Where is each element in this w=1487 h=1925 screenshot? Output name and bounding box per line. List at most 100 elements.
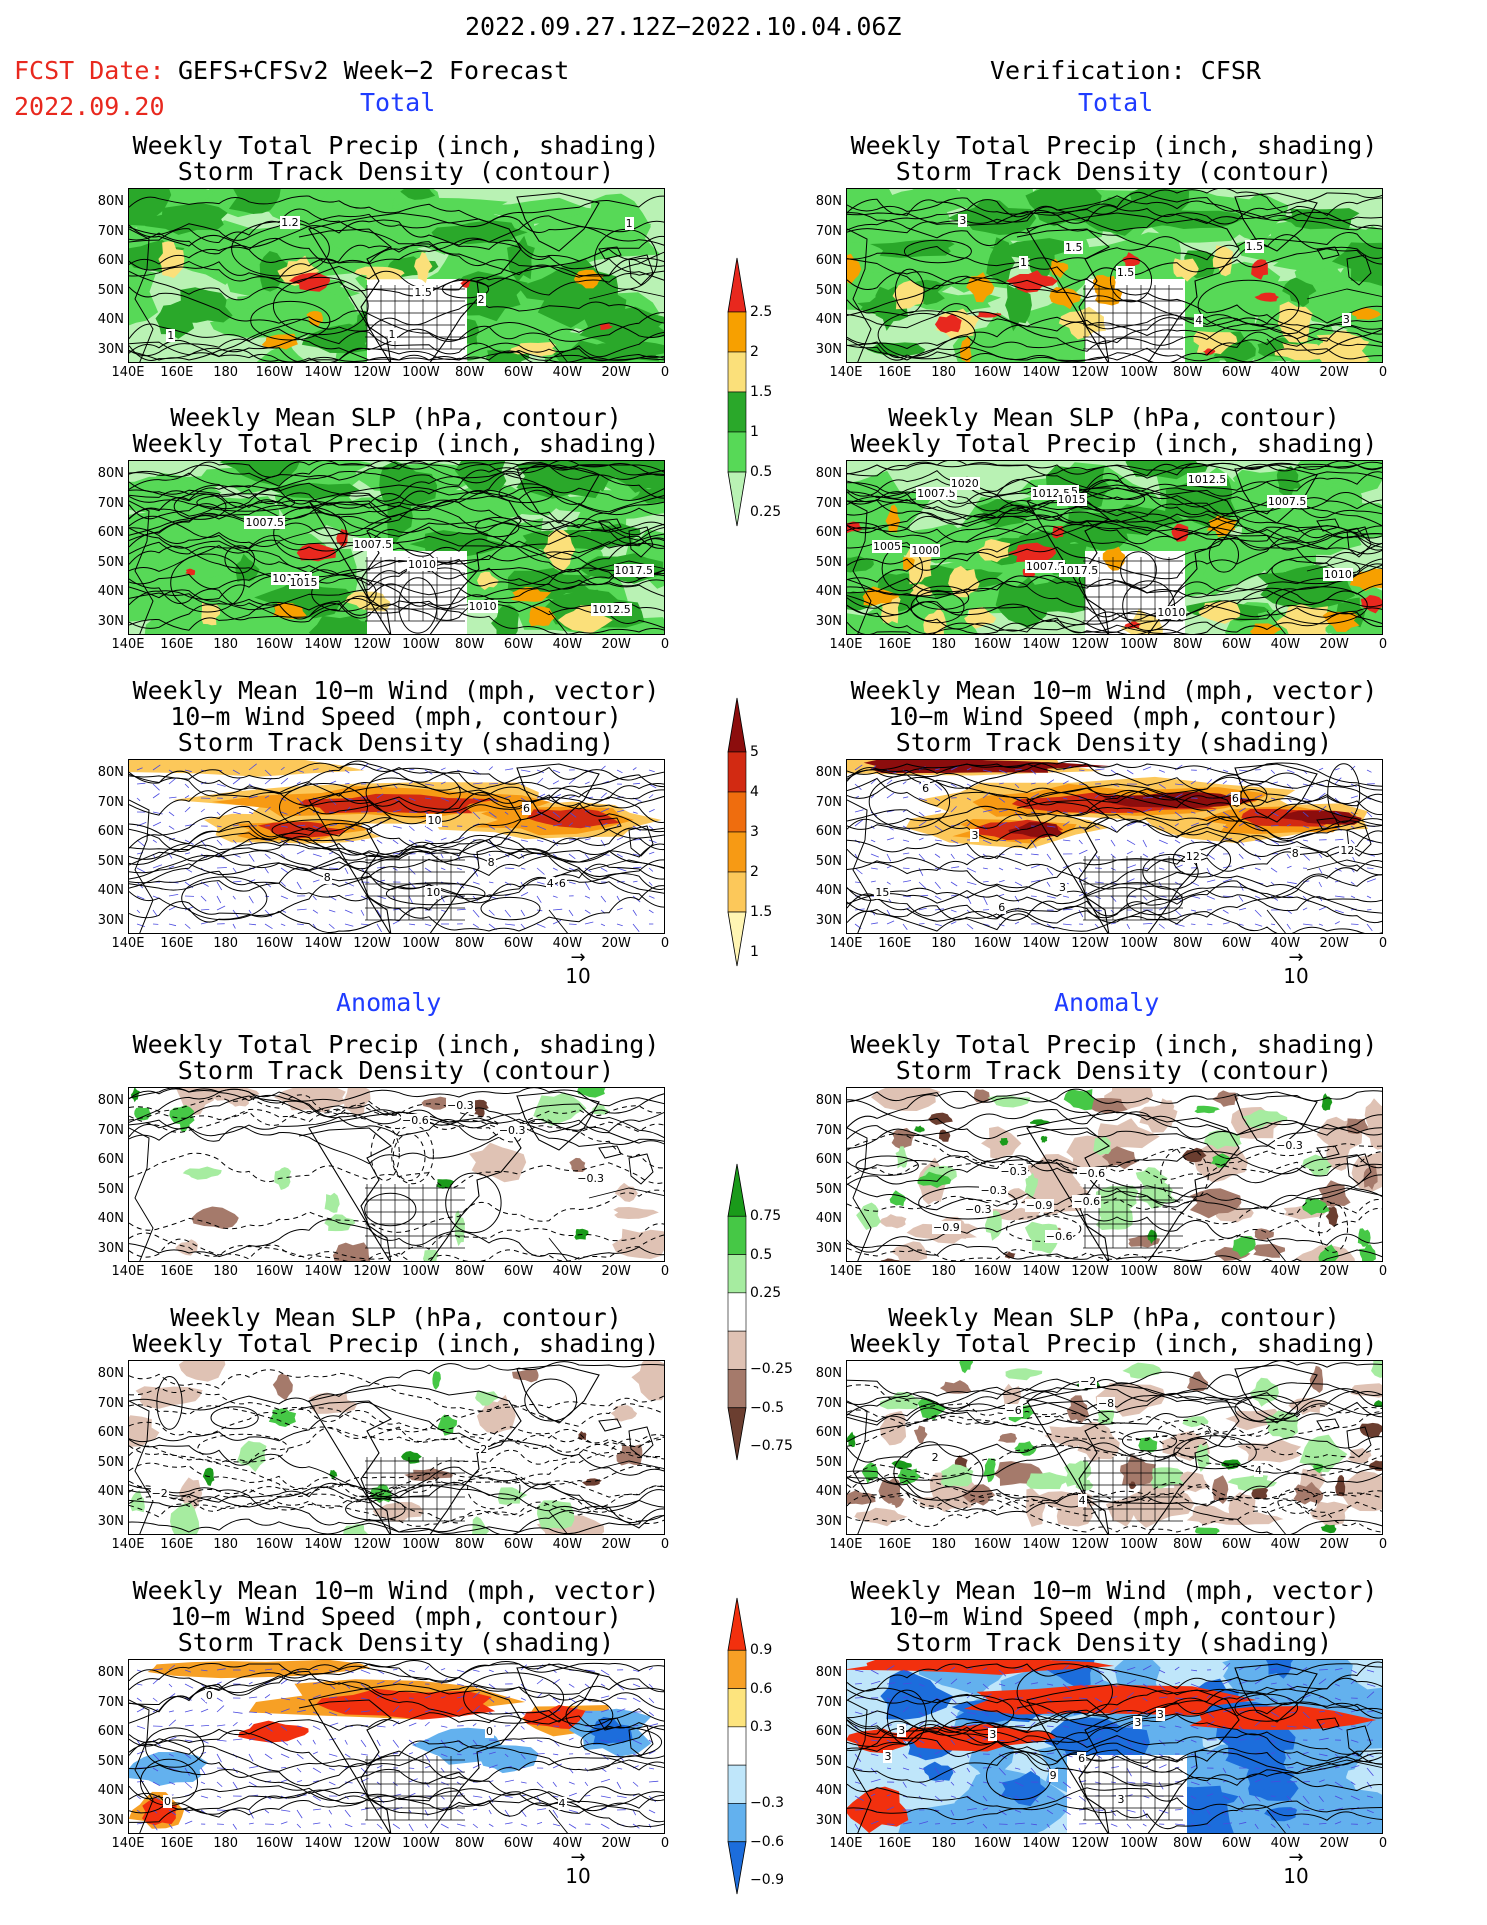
colorbar-label: 0.5 xyxy=(750,1246,773,1263)
lat-label: 40N xyxy=(97,312,124,327)
lat-label: 50N xyxy=(815,282,842,298)
verification-slp-map: 1007.510101007.51002.510001012.510101012… xyxy=(846,460,1383,635)
vector-reference-value: 10 xyxy=(565,1864,591,1888)
verification-precip-map: 3 1.5 4 1 1.5 1.5 3 xyxy=(846,188,1383,363)
lat-label: 40N xyxy=(815,1211,842,1226)
lon-label: 60W xyxy=(1221,637,1252,652)
contour-label: 4 xyxy=(557,1797,567,1811)
lat-label: 30N xyxy=(815,613,842,629)
lon-label: 160E xyxy=(878,1537,912,1552)
lon-label: 120W xyxy=(353,1264,391,1279)
colorbar-label: 3 xyxy=(750,824,759,840)
lon-label: 160E xyxy=(160,1836,194,1851)
contour-label: 1007.5 xyxy=(1266,495,1308,509)
lon-label: 140E xyxy=(111,637,145,652)
lon-label: 40W xyxy=(1270,1264,1301,1279)
contour-label: 15 xyxy=(874,885,891,899)
contour-label: 4 xyxy=(1077,1493,1087,1507)
lat-label: 60N xyxy=(815,253,842,268)
colorbar-label: −0.6 xyxy=(750,1833,784,1850)
contour-label: 9 xyxy=(1048,1768,1058,1782)
lat-label: 40N xyxy=(97,1783,124,1798)
contour-label: −0.3 xyxy=(963,1203,993,1217)
lon-label: 0 xyxy=(660,1537,670,1552)
lon-label: 0 xyxy=(660,936,670,951)
contour-label: 1007.5 xyxy=(352,537,394,551)
colorbar-total_precip xyxy=(722,257,752,531)
contour-label: 3 xyxy=(1155,1708,1165,1722)
lon-label: 140W xyxy=(1022,637,1061,652)
lon-label: 140E xyxy=(829,365,863,380)
lon-label: 140W xyxy=(1022,1836,1061,1851)
colorbar-label: 0.25 xyxy=(750,504,782,520)
lat-label: 30N xyxy=(97,1812,124,1828)
colorbar-label: 0.5 xyxy=(750,464,773,480)
colorbar-label: 0.6 xyxy=(750,1680,773,1697)
lat-label: 30N xyxy=(815,1812,842,1828)
section-total-right: Total xyxy=(1078,88,1154,117)
forecast-wind-map: 6 8 10 10 4 6 8 xyxy=(128,759,665,934)
lon-label: 0 xyxy=(1378,1537,1388,1552)
lat-label: 80N xyxy=(97,466,124,481)
colorbar-label: 1.5 xyxy=(750,904,773,920)
lat-label: 70N xyxy=(815,794,842,810)
colorbar-label: −0.9 xyxy=(750,1872,784,1888)
lon-label: 120W xyxy=(353,1537,391,1552)
lon-label: 20W xyxy=(601,1537,631,1552)
lat-label: 60N xyxy=(815,824,842,839)
contour-label: 3 xyxy=(958,213,968,227)
panel-title-line: Weekly Total Precip (inch, shading) xyxy=(850,131,1378,160)
lat-label: 70N xyxy=(97,1395,124,1411)
lat-label: 40N xyxy=(97,1484,124,1499)
contour-label: 1.5 xyxy=(413,285,433,299)
colorbar-label: 2 xyxy=(750,864,759,880)
section-anomaly-right: Anomaly xyxy=(1054,988,1160,1017)
lon-label: 60W xyxy=(1221,1264,1252,1279)
contour-label: −8 xyxy=(1096,1396,1116,1410)
contour-label: −0.3 xyxy=(576,1172,605,1186)
lon-label: 140W xyxy=(304,1836,343,1851)
contour-label: 1.2 xyxy=(280,216,300,230)
contour-label: 1010 xyxy=(467,600,498,614)
lon-label: 100W xyxy=(1120,1537,1158,1552)
vector-reference: → 10 xyxy=(1276,1849,1316,1889)
lon-label: 100W xyxy=(402,1537,440,1552)
lon-label: 140W xyxy=(1022,1264,1061,1279)
lon-label: 120W xyxy=(353,365,391,380)
lat-label: 80N xyxy=(815,1093,842,1108)
colorbar-label: 4 xyxy=(750,784,759,800)
lat-label: 70N xyxy=(97,1694,124,1710)
contour-label: 6 xyxy=(1230,791,1240,805)
contour-label: 6 xyxy=(1077,1752,1087,1766)
vector-reference: → 10 xyxy=(558,949,598,989)
section-anomaly-left: Anomaly xyxy=(336,988,442,1017)
lon-label: 100W xyxy=(1120,365,1158,380)
lat-label: 60N xyxy=(815,1724,842,1739)
lon-label: 120W xyxy=(1071,1264,1109,1279)
lon-label: 160E xyxy=(160,365,194,380)
lat-label: 30N xyxy=(815,1513,842,1529)
contour-label: −6 xyxy=(1004,1403,1023,1417)
lon-label: 160W xyxy=(255,1537,294,1552)
contour-label: 3 xyxy=(1341,312,1351,326)
lat-label: 70N xyxy=(815,1395,842,1411)
panel-title-line: 10−m Wind Speed (mph, contour) xyxy=(170,702,622,731)
lon-label: 20W xyxy=(601,365,631,380)
lon-label: 60W xyxy=(1221,1836,1252,1851)
lon-label: 160E xyxy=(160,936,194,951)
contour-label: 4 xyxy=(1254,1463,1264,1477)
contour-label: 12 xyxy=(1339,843,1356,857)
lon-label: 160E xyxy=(878,1264,912,1279)
verification-label: Verification: CFSR xyxy=(990,56,1261,85)
lon-label: 100W xyxy=(402,1264,440,1279)
lat-label: 70N xyxy=(97,794,124,810)
lon-label: 160W xyxy=(973,365,1012,380)
contour-label: −2 xyxy=(150,1487,169,1501)
lon-label: 140E xyxy=(111,1537,145,1552)
panel-title-line: Storm Track Density (shading) xyxy=(177,728,615,757)
lon-label: 80W xyxy=(455,936,485,951)
contour-label: 3 xyxy=(897,1724,907,1738)
lon-label: 120W xyxy=(1071,365,1109,380)
contour-label: −0.3 xyxy=(999,1165,1029,1179)
contour-label: 3 xyxy=(1057,881,1067,895)
